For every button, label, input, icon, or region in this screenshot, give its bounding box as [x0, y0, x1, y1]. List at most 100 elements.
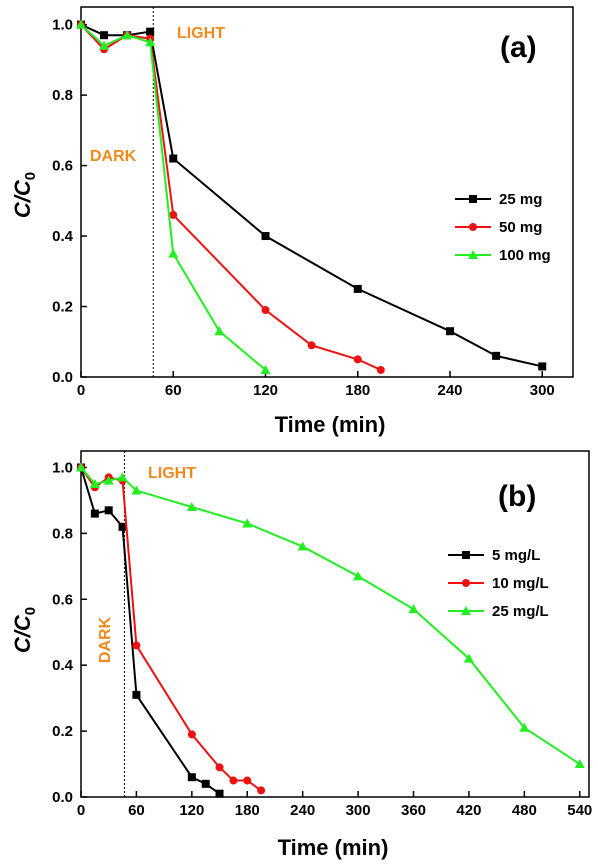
x-tick-label: 0 — [77, 802, 85, 819]
y-tick-label: 0.0 — [52, 369, 73, 386]
data-point — [353, 355, 362, 364]
data-point — [146, 27, 155, 36]
data-point — [297, 541, 308, 551]
legend-swatch-marker — [468, 250, 478, 259]
light-annotation: LIGHT — [148, 465, 196, 482]
data-point — [122, 30, 133, 40]
data-point — [574, 759, 585, 769]
legend-label: 25 mg — [499, 191, 542, 208]
data-point — [353, 284, 362, 293]
x-tick-label: 240 — [437, 382, 462, 399]
data-point — [145, 37, 156, 47]
data-point — [261, 232, 270, 241]
data-point — [103, 475, 114, 485]
y-tick-label: 0.6 — [52, 158, 73, 175]
x-tick-label: 60 — [165, 382, 182, 399]
x-tick-label: 120 — [179, 802, 204, 819]
legend-swatch-marker — [469, 223, 477, 231]
y-tick-label: 0.2 — [52, 723, 73, 740]
x-tick-label: 180 — [345, 382, 370, 399]
x-tick-label: 300 — [346, 802, 371, 819]
data-point — [117, 472, 128, 482]
x-axis-title: Time (min) — [278, 835, 389, 860]
data-point — [229, 776, 238, 785]
x-tick-label: 180 — [235, 802, 260, 819]
y-tick-label: 0.0 — [52, 789, 73, 806]
data-point — [446, 327, 454, 336]
dark-annotation: DARK — [90, 148, 137, 165]
data-point — [243, 776, 252, 785]
light-annotation: LIGHT — [177, 25, 225, 42]
data-point — [132, 641, 141, 650]
data-point — [186, 502, 197, 512]
x-tick-label: 300 — [530, 382, 555, 399]
legend-label: 5 mg/L — [492, 547, 540, 564]
legend-label: 100 mg — [499, 247, 551, 264]
x-tick-label: 0 — [77, 382, 85, 399]
y-axis-title-subscript: 0 — [22, 607, 39, 615]
y-tick-label: 1.0 — [52, 17, 73, 34]
data-point — [257, 786, 266, 795]
y-tick-label: 0.8 — [52, 87, 73, 104]
panel-b: 0 60 120 180 240 300 360 420 480 540 0.0 0.2 0.4 0.6 0… — [10, 450, 592, 860]
panel-a: 0 60 120 180 240 300 0.0 0.2 0.4 0.6 0.8 1.0 Time (m… — [10, 6, 574, 437]
series-line — [80, 23, 382, 371]
y-axis-title-main: C/C — [10, 179, 35, 218]
y-tick-label: 0.4 — [52, 657, 74, 674]
x-tick-label: 540 — [567, 802, 592, 819]
data-point — [187, 730, 196, 739]
y-tick-label: 0.8 — [52, 525, 73, 542]
legend-label: 10 mg/L — [492, 575, 549, 592]
y-axis-title-main: C/C — [10, 614, 35, 653]
x-tick-label: 420 — [456, 802, 481, 819]
legend-swatch-marker — [469, 195, 477, 203]
data-point — [260, 364, 271, 374]
data-point — [132, 690, 141, 699]
data-point — [169, 154, 178, 163]
legend-swatch-marker — [461, 606, 471, 615]
x-tick-label: 360 — [401, 802, 426, 819]
dark-annotation: DARK — [97, 616, 114, 663]
data-point — [492, 351, 501, 360]
legend-swatch-marker — [462, 579, 470, 587]
panel-label: (b) — [498, 480, 536, 513]
data-point — [89, 478, 100, 488]
data-point — [215, 789, 224, 798]
data-point — [76, 462, 86, 472]
series-line — [80, 23, 267, 371]
y-tick-label: 1.0 — [52, 459, 73, 476]
data-point — [187, 773, 196, 782]
y-tick-label: 0.6 — [52, 591, 73, 608]
data-point — [376, 365, 385, 374]
y-tick-label: 0.2 — [52, 299, 73, 316]
data-point — [76, 19, 86, 29]
data-point — [90, 509, 99, 518]
y-axis-title-subscript: 0 — [22, 172, 39, 180]
data-point — [408, 604, 419, 614]
plot-frame — [80, 450, 590, 798]
x-tick-label: 240 — [290, 802, 315, 819]
legend-label: 50 mg — [499, 219, 542, 236]
data-point — [307, 341, 316, 350]
x-tick-label: 60 — [128, 802, 145, 819]
data-point — [100, 31, 109, 40]
data-point — [99, 40, 110, 50]
x-tick-label: 120 — [253, 382, 278, 399]
data-point — [242, 518, 253, 528]
data-point — [538, 362, 547, 371]
data-point — [463, 653, 474, 663]
panel-label: (a) — [500, 31, 537, 64]
legend-swatch-marker — [462, 551, 470, 559]
legend-label: 25 mg/L — [492, 603, 549, 620]
plot-frame — [80, 6, 574, 378]
data-point — [214, 326, 225, 336]
data-point — [169, 210, 178, 219]
series-100-mg — [76, 19, 271, 374]
y-axis-title: C/C0 — [10, 172, 39, 218]
data-point — [201, 779, 210, 788]
data-point — [215, 763, 224, 772]
series-25-mg-l — [76, 462, 585, 769]
data-point — [261, 306, 270, 315]
data-point — [353, 571, 364, 581]
